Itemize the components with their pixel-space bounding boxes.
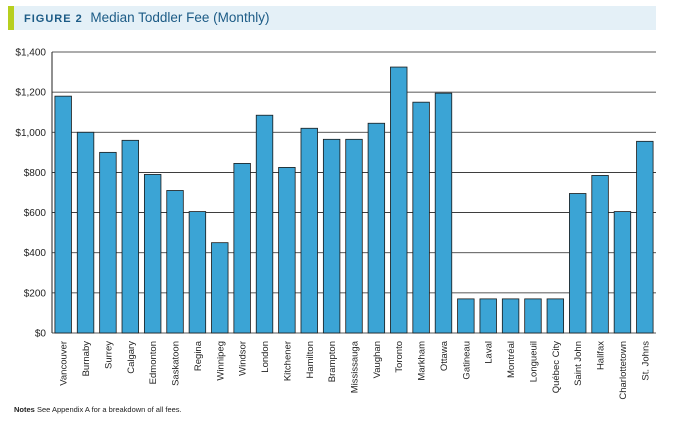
bar [501, 298, 520, 334]
notes-label: Notes [14, 405, 35, 414]
x-tick-label: Charlottetown [618, 341, 629, 400]
bar [457, 298, 475, 334]
bar [121, 139, 139, 334]
x-tick-label: Montréal [506, 341, 517, 378]
y-tick-label: $800 [24, 168, 47, 179]
figure-title: FIGURE 2 Median Toddler Fee (Monthly) [24, 10, 269, 25]
bar [367, 122, 386, 334]
bar [54, 95, 72, 334]
x-tick-label: St. Johns [640, 341, 651, 381]
bar [524, 298, 542, 334]
x-tick-label: Burnaby [81, 341, 92, 377]
bar [300, 127, 318, 334]
bar [613, 211, 632, 334]
figure-label: FIGURE 2 [24, 13, 83, 25]
notes-text: See Appendix A for a breakdown of all fe… [36, 405, 182, 414]
bar [546, 298, 565, 334]
bar [255, 114, 274, 334]
bar [143, 174, 162, 334]
chart-title: Median Toddler Fee (Monthly) [90, 10, 270, 25]
x-tick-label: Edmonton [148, 341, 159, 384]
x-tick-label: Mississauga [350, 340, 361, 393]
y-tick-label: $600 [24, 208, 47, 219]
bar [569, 193, 587, 334]
bar [233, 162, 251, 334]
bar [479, 298, 497, 334]
x-tick-label: Windsor [238, 341, 249, 376]
y-tick-label: $400 [24, 248, 47, 259]
bar [76, 131, 95, 334]
x-tick-label: Halifax [596, 341, 607, 370]
x-tick-label: Saskatoon [171, 341, 182, 386]
bar [636, 140, 654, 334]
y-tick-label: $1,400 [15, 48, 46, 59]
x-tick-label: Gatineau [461, 341, 472, 380]
x-tick-label: Surrey [103, 341, 114, 369]
notes: Notes See Appendix A for a breakdown of … [14, 405, 182, 414]
bar [188, 211, 207, 334]
y-tick-label: $1,200 [15, 88, 46, 99]
bar [591, 175, 609, 334]
bar [99, 151, 117, 334]
y-tick-label: $0 [35, 329, 47, 340]
x-tick-label: Markham [417, 341, 428, 381]
bar [278, 167, 296, 334]
bar [211, 242, 229, 334]
bar [345, 138, 363, 334]
bar [412, 101, 430, 334]
x-tick-label: Regina [193, 340, 204, 371]
bar [166, 190, 184, 334]
x-tick-label: Ottawa [439, 340, 450, 371]
bar [434, 92, 453, 334]
title-accent-stripe [8, 6, 14, 30]
bar [322, 138, 341, 334]
x-tick-label: London [260, 341, 271, 373]
x-tick-label: Saint John [573, 341, 584, 386]
x-tick-label: Brampton [327, 341, 338, 382]
x-tick-label: Toronto [394, 341, 405, 373]
x-tick-label: Laval [484, 341, 495, 364]
bar [390, 66, 408, 334]
x-tick-label: Kitchener [282, 341, 293, 381]
x-tick-label: Longueuil [528, 341, 539, 382]
y-tick-label: $1,000 [15, 128, 46, 139]
x-tick-label: Hamilton [305, 341, 316, 379]
x-tick-label: Vancouver [59, 341, 70, 386]
x-tick-label: Winnipeg [215, 341, 226, 381]
x-tick-label: Québec City [551, 341, 562, 394]
x-tick-label: Vaughan [372, 341, 383, 378]
y-tick-label: $200 [24, 288, 47, 299]
figure-title-bar: FIGURE 2 Median Toddler Fee (Monthly) [8, 6, 656, 30]
x-tick-label: Calgary [126, 341, 137, 374]
